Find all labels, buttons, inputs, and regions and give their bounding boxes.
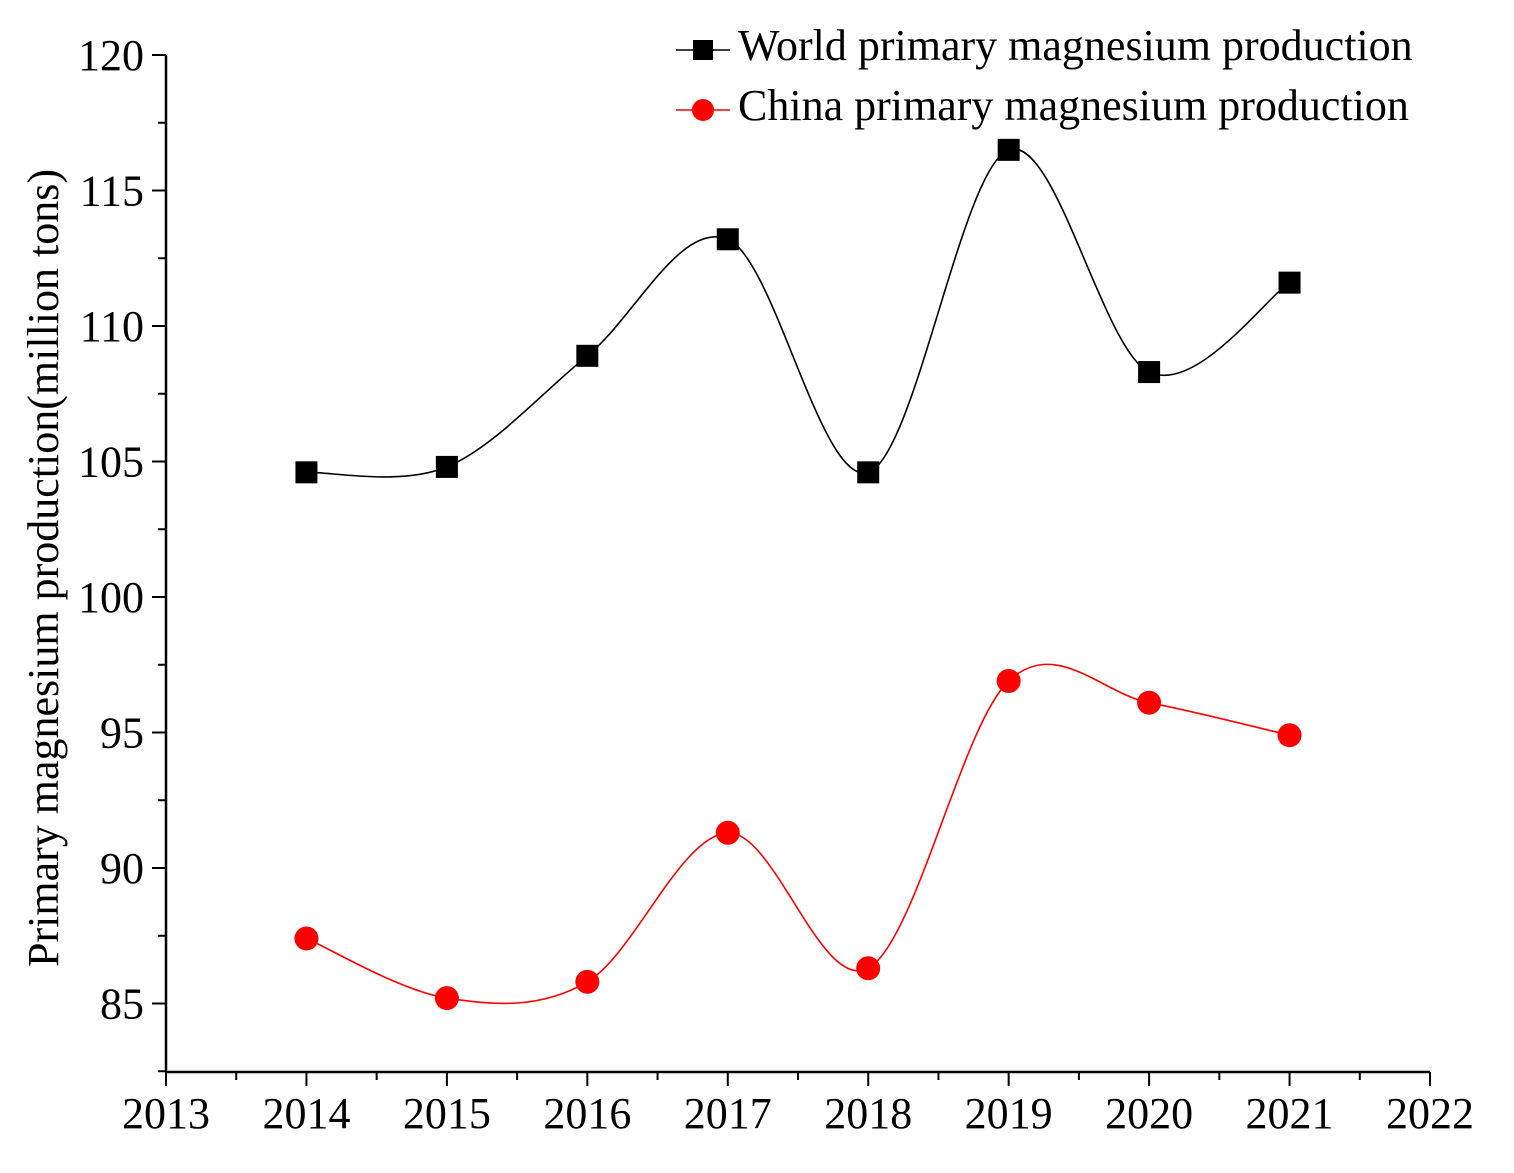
data-point-china-2014	[294, 926, 319, 951]
x-tick-label: 2014	[262, 1089, 350, 1138]
y-axis-title: Primary magnesium production(million ton…	[19, 169, 68, 967]
data-point-world-2014	[295, 461, 318, 484]
series-markers	[294, 138, 1302, 1011]
data-point-china-2021	[1277, 723, 1302, 748]
y-tick-label: 105	[78, 438, 144, 487]
x-tick-label: 2020	[1105, 1089, 1193, 1138]
data-point-china-2019	[996, 669, 1021, 694]
data-point-china-2015	[434, 986, 459, 1011]
y-tick-label: 110	[80, 302, 144, 351]
series-line-1	[306, 663, 1290, 1005]
data-point-world-2018	[857, 461, 880, 484]
data-point-world-2020	[1138, 361, 1161, 384]
legend: World primary magnesium production China…	[676, 21, 1413, 130]
axes: 2013 2014 2015 2016 2017 2018 2019 2020 2021 2022…	[78, 31, 1474, 1138]
legend-label-china: China primary magnesium production	[738, 81, 1409, 130]
x-tick-label: 2018	[824, 1089, 912, 1138]
data-point-world-2016	[576, 344, 599, 367]
x-tick-label: 2022	[1386, 1089, 1474, 1138]
data-point-world-2021	[1278, 271, 1301, 294]
x-tick-label: 2015	[403, 1089, 491, 1138]
series-line-0	[306, 148, 1290, 478]
x-tick-label: 2016	[543, 1089, 631, 1138]
legend-marker-world	[693, 40, 713, 60]
y-tick-label: 115	[80, 167, 144, 216]
legend-label-world: World primary magnesium production	[738, 21, 1413, 70]
legend-item-world: World primary magnesium production	[676, 21, 1413, 70]
x-tick-label: 2021	[1246, 1089, 1334, 1138]
y-tick-label: 90	[100, 844, 144, 893]
y-tick-label: 100	[78, 573, 144, 622]
legend-marker-china	[692, 99, 714, 121]
data-point-world-2015	[435, 455, 458, 478]
data-point-world-2019	[997, 138, 1020, 161]
y-tick-label: 120	[78, 31, 144, 80]
data-point-china-2018	[856, 956, 881, 981]
x-tick-label: 2013	[122, 1089, 210, 1138]
y-tick-label: 95	[100, 709, 144, 758]
legend-item-china: China primary magnesium production	[676, 81, 1409, 130]
series-lines	[306, 148, 1290, 1005]
data-point-china-2017	[715, 820, 740, 845]
data-point-china-2020	[1137, 690, 1162, 715]
data-point-world-2017	[716, 228, 739, 251]
y-tick-label: 85	[100, 980, 144, 1029]
data-point-china-2016	[575, 969, 600, 994]
x-tick-label: 2019	[965, 1089, 1053, 1138]
x-tick-label: 2017	[684, 1089, 772, 1138]
